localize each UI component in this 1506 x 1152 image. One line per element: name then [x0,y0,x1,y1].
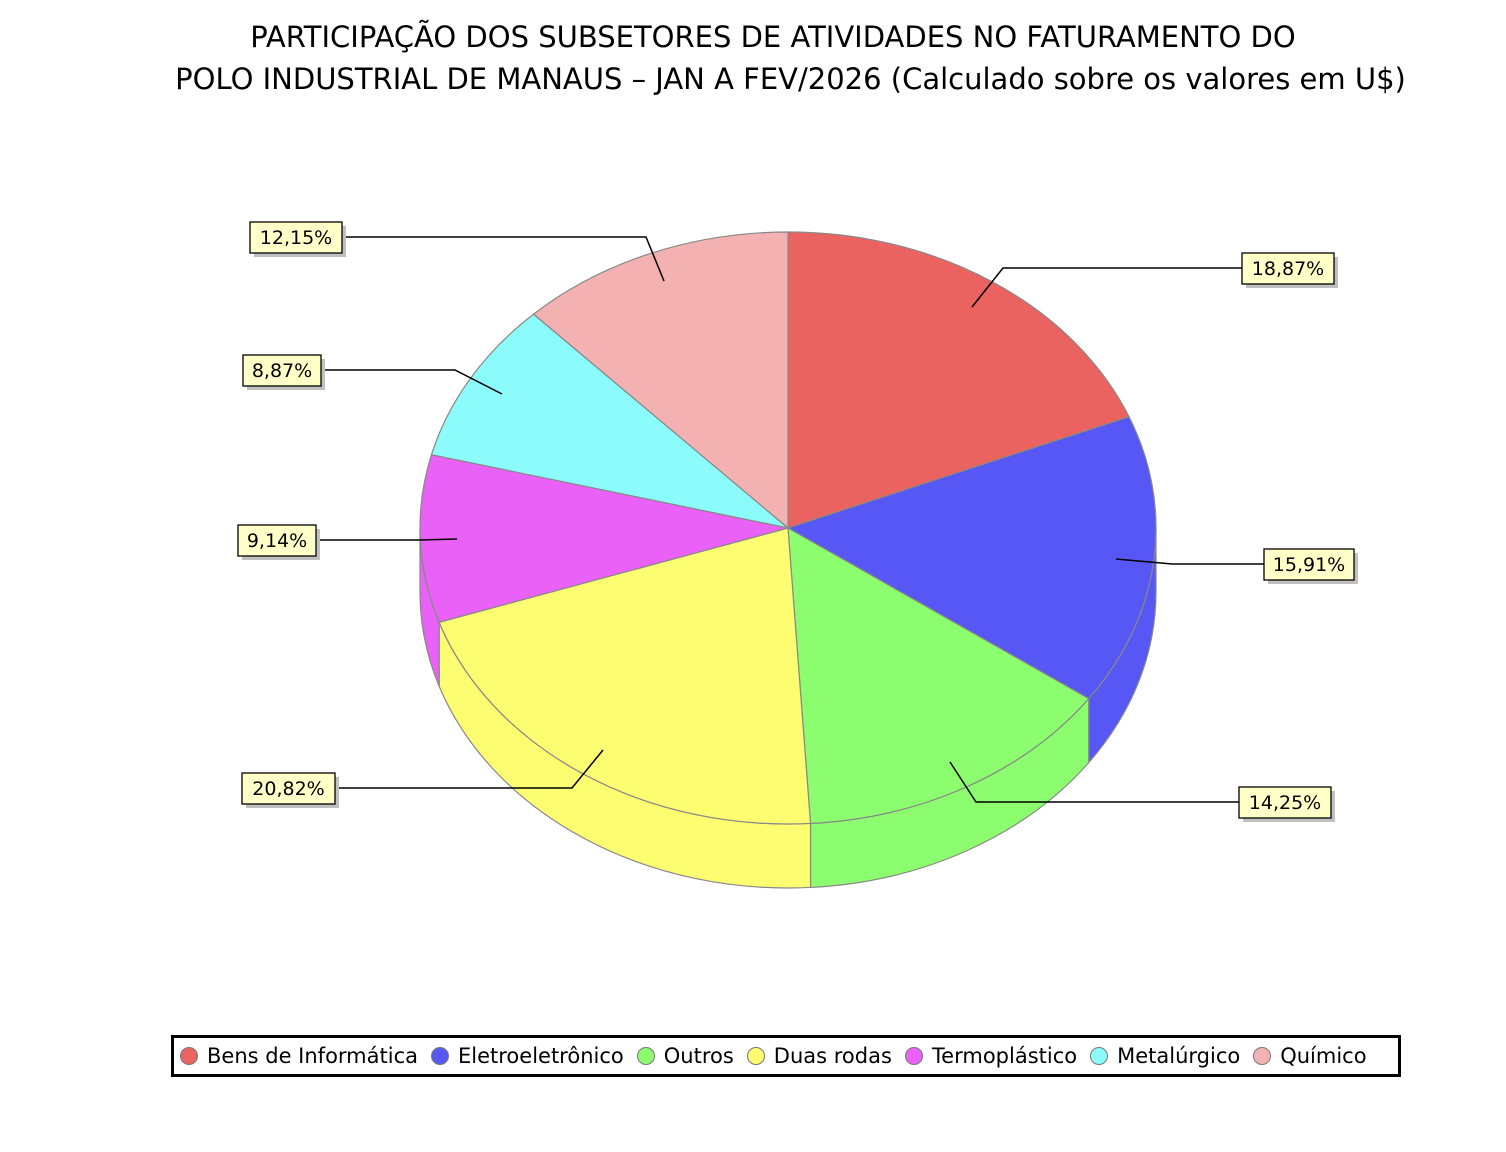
slice-label: 20,82% [252,778,324,800]
legend-label: Eletroeletrônico [458,1044,624,1068]
slice-label-box [242,354,322,387]
legend-item-duas-rodas: Duas rodas [746,1044,892,1068]
legend-label: Bens de Informática [207,1044,418,1068]
legend-swatch-icon [431,1047,449,1065]
slice-labels: 18,87% 15,91% 14,25% 20,82% 9,14% 8,87% 12,15% [237,221,1358,822]
leader-line [321,369,503,395]
slice-label-box [1263,548,1355,581]
slice-label: 8,87% [252,360,312,382]
legend-swatch-icon [636,1047,655,1065]
legend-label: Metalúrgico [1117,1044,1241,1068]
leader-line [949,761,1239,803]
legend-swatch-icon [1253,1047,1272,1065]
legend-label: Termoplástico [931,1044,1078,1068]
legend: Bens de Informática Eletroeletrônico Out… [171,1035,1401,1077]
leader-line [971,267,1242,308]
slice-duas-rodas [438,527,812,825]
chart-title-line-2: POLO INDUSTRIAL DE MANAUS – JAN A FEV/20… [175,62,1406,96]
legend-item-outros: Outros [636,1044,734,1068]
legend-swatch-icon [904,1047,923,1065]
legend-label: Outros [663,1044,734,1068]
slice-label-box [1241,252,1335,285]
label-leader-lines [316,236,1264,803]
pie-slices [419,231,1157,825]
legend-item-bens-de-informatica: Bens de Informática [180,1044,418,1068]
slice-label: 18,87% [1252,258,1324,280]
slice-label: 14,25% [1249,792,1321,814]
legend-item-quimico: Químico [1253,1044,1367,1068]
leader-line [335,749,604,789]
legend-label: Duas rodas [773,1044,892,1068]
legend-swatch-icon [1090,1047,1109,1065]
slice-bens-de-inform-tica [787,231,1130,529]
slice-outros [787,526,1090,825]
legend-item-termoplastico: Termoplástico [904,1044,1078,1068]
slice-label-box [249,221,343,254]
legend-item-eletroeletronico: Eletroeletrônico [431,1044,624,1068]
leader-line [316,538,458,541]
slice-metal-rgico [430,313,789,529]
legend-swatch-icon [180,1047,198,1065]
slice-label: 12,15% [260,227,332,249]
slice-label: 15,91% [1273,554,1345,576]
slice-label-box [1238,786,1332,819]
legend-item-metalurgico: Metalúrgico [1090,1044,1240,1068]
leader-line [342,236,665,282]
slice-label-box [237,524,317,557]
legend-swatch-icon [746,1047,765,1065]
slice-qu-mico [532,231,789,530]
slice-label-box [241,772,336,805]
slice-termopl-stico [419,454,789,623]
slice-label: 9,14% [247,530,307,552]
leader-line [1115,558,1264,565]
chart-title-line-1: PARTICIPAÇÃO DOS SUBSETORES DE ATIVIDADE… [250,20,1296,54]
legend-label: Químico [1280,1044,1367,1068]
